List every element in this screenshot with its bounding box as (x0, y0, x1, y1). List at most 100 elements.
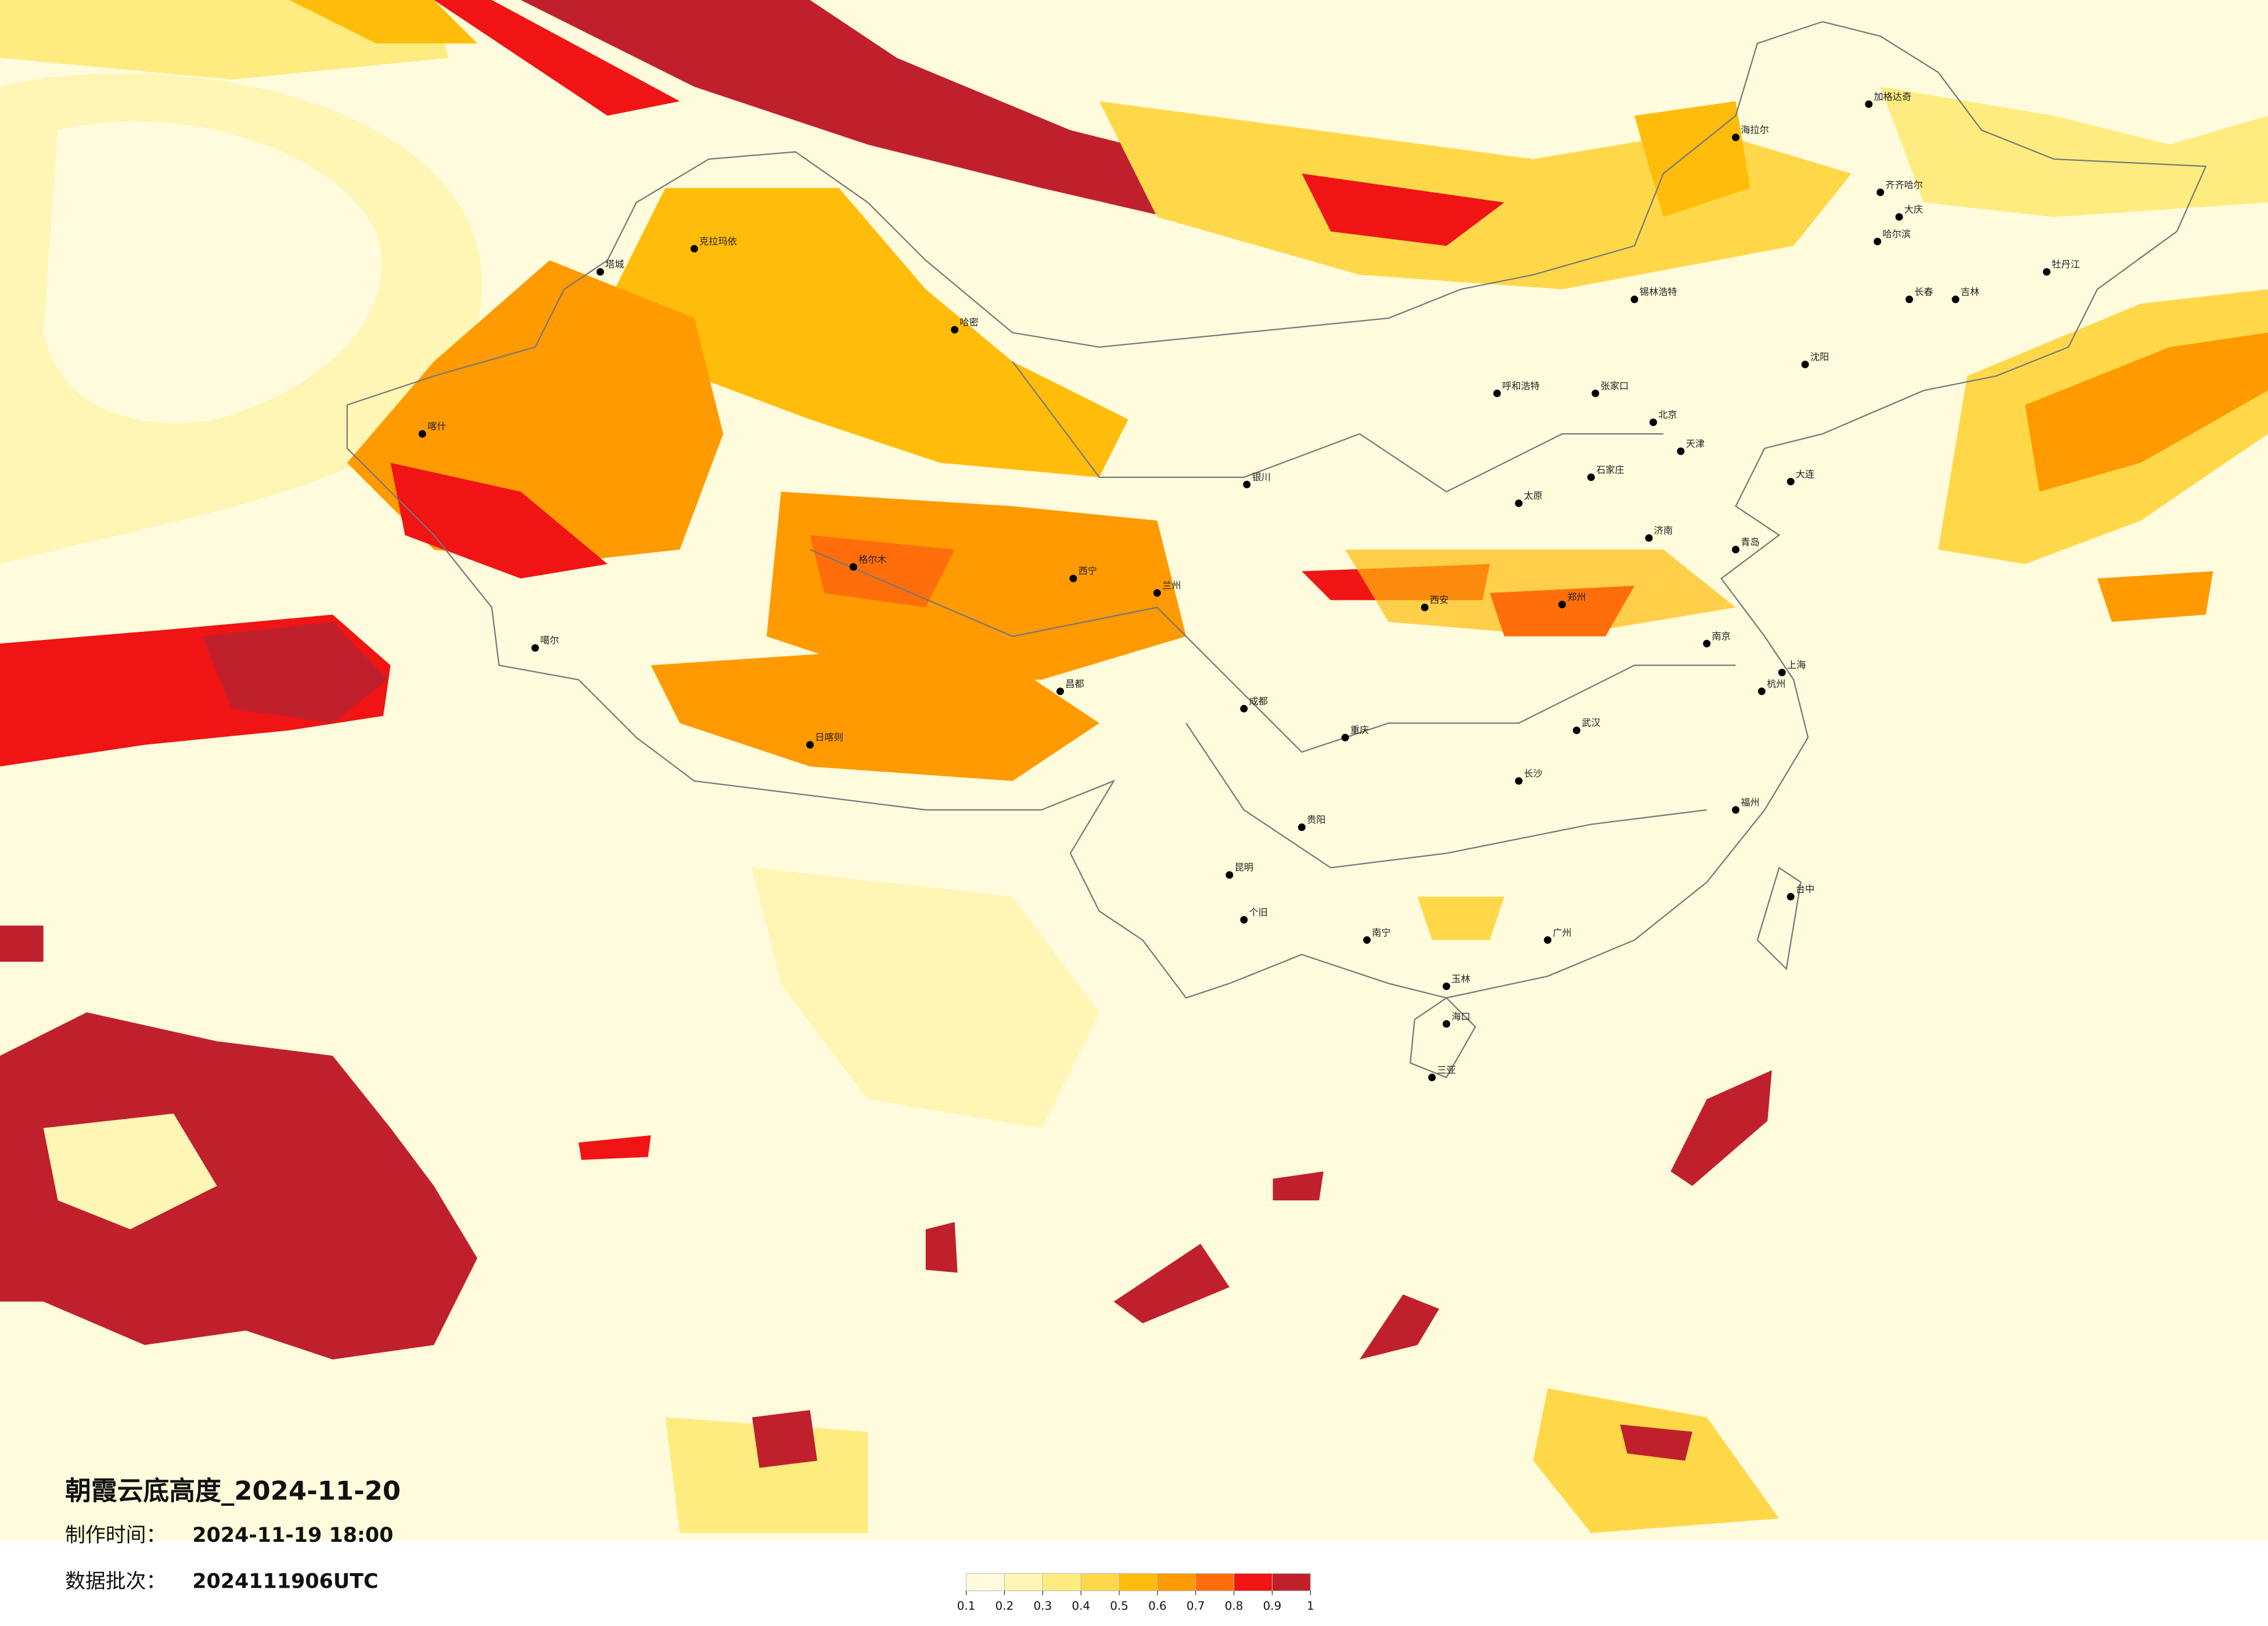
city-label: 克拉玛依 (699, 236, 737, 247)
city-dot (806, 741, 814, 749)
city-dot (596, 268, 605, 276)
legend-tick-label: 0.3 (1033, 1599, 1052, 1613)
made-value: 2024-11-19 18:00 (192, 1524, 393, 1547)
city-dot (531, 644, 539, 652)
city-label: 兰州 (1162, 580, 1181, 591)
city-dot (1515, 777, 1523, 785)
city-dot (1428, 1073, 1436, 1081)
title: 朝霞云底高度_2024-11-20 (65, 1476, 401, 1506)
city-dot (951, 326, 959, 334)
city-dot (1341, 733, 1349, 742)
city-dot (1787, 477, 1795, 485)
legend-tick-label: 0.1 (957, 1599, 976, 1613)
made-label: 制作时间： (65, 1524, 166, 1547)
city-label: 天津 (1686, 438, 1705, 449)
city-dot (1544, 936, 1552, 944)
legend-tick-label: 0.6 (1148, 1599, 1167, 1613)
city-label: 日喀则 (815, 732, 843, 743)
legend-swatch (1042, 1573, 1081, 1591)
city-dot (1801, 361, 1809, 369)
city-label: 海口 (1451, 1011, 1470, 1022)
city-label: 济南 (1654, 525, 1673, 536)
city-label: 长春 (1914, 286, 1933, 297)
city-dot (1757, 687, 1766, 695)
city-label: 福州 (1741, 797, 1759, 808)
legend-tick-label: 0.7 (1187, 1599, 1205, 1613)
city-dot (418, 430, 426, 438)
city-label: 贵阳 (1307, 814, 1325, 825)
city-dot (1677, 447, 1685, 455)
batch-value: 2024111906UTC (192, 1570, 378, 1593)
city-label: 广州 (1552, 927, 1571, 938)
city-label: 重庆 (1350, 725, 1369, 736)
legend-swatch (1004, 1573, 1043, 1591)
city-dot (1558, 600, 1566, 609)
borders (346, 21, 2207, 1078)
city-label: 昌都 (1065, 678, 1084, 689)
batch-label: 数据批次： (65, 1570, 166, 1593)
city-label: 石家庄 (1596, 464, 1624, 475)
city-label: 南京 (1712, 631, 1730, 642)
city-dot (849, 563, 857, 571)
city-label: 昆明 (1235, 862, 1253, 873)
field (0, 0, 2268, 1541)
city-label: 长沙 (1524, 768, 1543, 779)
city-dot (1493, 389, 1501, 397)
city-dot (1591, 389, 1600, 397)
city-dot (1587, 473, 1595, 481)
city-dot (1778, 668, 1786, 677)
legend-swatch (1119, 1573, 1158, 1591)
city-label: 太原 (1524, 490, 1543, 501)
city-dot (2043, 268, 2051, 276)
city-dot (1240, 916, 1248, 924)
legend-tick-label: 1 (1307, 1599, 1314, 1613)
city-dot (1363, 936, 1371, 944)
city-label: 青岛 (1741, 537, 1759, 548)
city-dot (1951, 296, 1960, 303)
city-label: 台中 (1796, 884, 1814, 895)
city-label: 牡丹江 (2052, 259, 2080, 270)
city-label: 呼和浩特 (1502, 380, 1540, 391)
city-label: 三亚 (1437, 1064, 1455, 1075)
city-label: 个旧 (1249, 906, 1267, 918)
city-label: 大连 (1796, 469, 1814, 480)
city-label: 塔城 (605, 259, 624, 270)
city-dot (1573, 726, 1581, 735)
city-dot (1421, 603, 1429, 611)
legend-tick-label: 0.5 (1110, 1599, 1128, 1613)
city-dot (1874, 238, 1882, 246)
city-dot (1240, 704, 1248, 713)
city-label: 武汉 (1582, 717, 1600, 728)
legend-swatch (1157, 1573, 1196, 1591)
city-dot (1069, 574, 1077, 582)
city-label: 沈阳 (1810, 351, 1829, 362)
city-dot (1787, 893, 1795, 901)
city-dot (1297, 823, 1306, 832)
city-label: 喀什 (427, 421, 446, 432)
city-dot (1649, 418, 1658, 426)
city-label: 哈尔滨 (1882, 228, 1911, 239)
city-dot (1877, 188, 1885, 196)
legend-swatch (1271, 1573, 1311, 1591)
legend: 0.1 0.2 0.3 0.4 0.5 0.6 0.7 0.8 0.9 1 (957, 1573, 1314, 1613)
city-dot (1243, 480, 1251, 488)
city-dot (1905, 296, 1913, 303)
legend-swatch (1195, 1573, 1235, 1591)
city-label: 齐齐哈尔 (1885, 179, 1923, 190)
city-dot (1630, 296, 1638, 303)
legend-tick-label: 0.8 (1225, 1599, 1243, 1613)
city-label: 北京 (1658, 409, 1677, 420)
legend-tick-label: 0.9 (1263, 1599, 1282, 1613)
city-label: 成都 (1249, 696, 1267, 707)
legend-tick-label: 0.4 (1072, 1599, 1090, 1613)
city-dot (1153, 589, 1161, 597)
city-label: 玉林 (1451, 973, 1470, 984)
city-dot (1732, 134, 1739, 142)
city-label: 西宁 (1079, 566, 1097, 577)
city-label: 格尔木 (858, 554, 887, 565)
city-dot (1225, 871, 1234, 879)
city-dot (1645, 534, 1653, 542)
city-label: 吉林 (1961, 286, 1979, 297)
